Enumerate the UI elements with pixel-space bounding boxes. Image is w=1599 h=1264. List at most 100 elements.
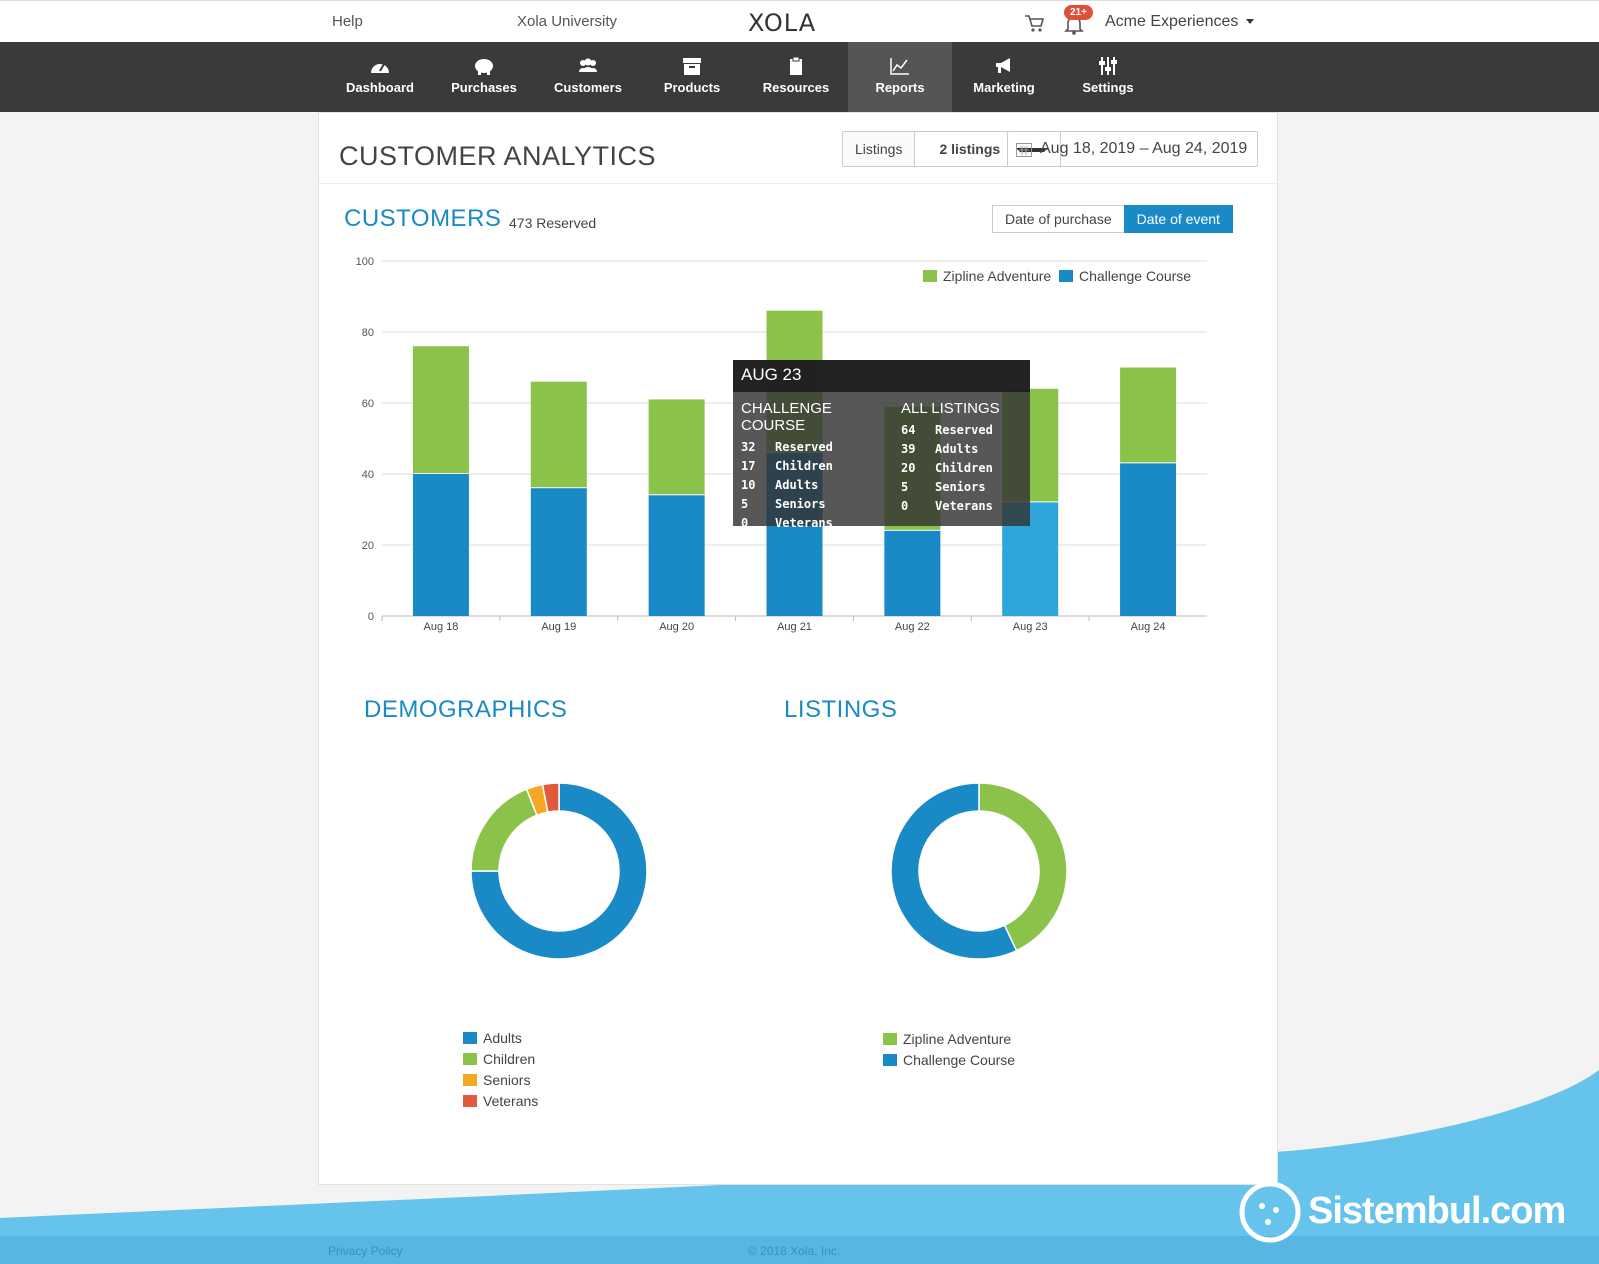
legend-item[interactable]: Veterans bbox=[463, 1093, 538, 1114]
nav-resources[interactable]: Resources bbox=[744, 42, 848, 112]
tooltip-column-challenge: CHALLENGE COURSE 32 Reserved 17 Children 1… bbox=[741, 400, 886, 533]
legend-item[interactable]: Adults bbox=[463, 1030, 538, 1051]
reserved-count: 473 Reserved bbox=[509, 215, 597, 231]
users-icon bbox=[579, 58, 597, 72]
tooltip-count: 39 bbox=[901, 442, 916, 456]
nav-products[interactable]: Products bbox=[640, 42, 744, 112]
nav-purchases[interactable]: Purchases bbox=[432, 42, 536, 112]
date-of-event-button[interactable]: Date of event bbox=[1123, 205, 1233, 233]
x-tick-label: Aug 23 bbox=[1013, 621, 1048, 633]
tooltip-count: 20 bbox=[901, 461, 916, 475]
legend-challenge[interactable]: Challenge Course bbox=[1059, 268, 1191, 284]
tooltip-label: Adults bbox=[775, 478, 819, 492]
copyright-text: © 2018 Xola, Inc. bbox=[748, 1244, 841, 1258]
bar-challenge-course bbox=[884, 530, 941, 616]
nav-label: Resources bbox=[762, 80, 830, 95]
y-tick-label: 40 bbox=[362, 469, 374, 481]
y-tick-label: 20 bbox=[362, 540, 374, 552]
nav-settings[interactable]: Settings bbox=[1056, 42, 1160, 112]
tooltip-count: 5 bbox=[901, 480, 909, 494]
cart-icon[interactable] bbox=[1024, 13, 1046, 33]
tooltip-row: 17 Children bbox=[741, 457, 886, 476]
demographics-donut-chart bbox=[470, 782, 648, 960]
piggy-bank-icon bbox=[475, 59, 493, 75]
bar-zipline-adventure bbox=[412, 346, 469, 473]
tooltip-column-title: CHALLENGE COURSE bbox=[741, 400, 832, 434]
date-range-picker[interactable]: Aug 18, 2019 – Aug 24, 2019 bbox=[1007, 131, 1258, 167]
tooltip-row: 10 Adults bbox=[741, 476, 886, 495]
legend-swatch bbox=[463, 1053, 477, 1065]
nav-label: Products bbox=[663, 80, 721, 95]
slice-zipline-adventure bbox=[978, 782, 1068, 952]
legend-item[interactable]: Zipline Adventure bbox=[883, 1031, 1015, 1052]
notification-badge[interactable]: 21+ bbox=[1064, 5, 1093, 20]
legend-item[interactable]: Challenge Course bbox=[883, 1052, 1015, 1073]
line-chart-icon bbox=[890, 58, 909, 75]
listings-legend: Zipline Adventure Challenge Course bbox=[883, 1031, 1015, 1073]
tooltip-count: 17 bbox=[741, 459, 756, 473]
nav-reports[interactable]: Reports bbox=[848, 42, 952, 112]
dashboard-icon bbox=[371, 63, 389, 73]
slice-challenge-course bbox=[890, 782, 1018, 960]
nav-marketing[interactable]: Marketing bbox=[952, 42, 1056, 112]
nav-dashboard[interactable]: Dashboard bbox=[328, 42, 432, 112]
bar-zipline-adventure bbox=[648, 399, 705, 495]
xola-logo[interactable]: XOLA bbox=[748, 9, 817, 37]
listings-filter[interactable]: Listings 2 listings bbox=[842, 131, 1062, 167]
bar-zipline-adventure bbox=[1120, 367, 1177, 463]
legend-label: Adults bbox=[483, 1030, 522, 1046]
x-tick-label: Aug 20 bbox=[659, 621, 694, 633]
listings-value: 2 listings bbox=[939, 141, 1001, 157]
legend-swatch bbox=[923, 270, 937, 282]
tooltip-label: Reserved bbox=[935, 423, 993, 437]
nav-label: Reports bbox=[875, 80, 925, 95]
y-tick-label: 80 bbox=[362, 327, 374, 339]
help-link[interactable]: Help bbox=[332, 13, 363, 30]
top-bar: Help Xola University XOLA 21+ Acme Exper… bbox=[0, 0, 1599, 42]
nav-label: Dashboard bbox=[346, 80, 414, 95]
y-tick-label: 100 bbox=[356, 256, 374, 268]
tooltip-count: 0 bbox=[741, 516, 749, 530]
customers-title: CUSTOMERS bbox=[344, 205, 502, 232]
bar-challenge-course bbox=[412, 474, 469, 616]
tooltip-label: Veterans bbox=[775, 516, 833, 530]
legend-label: Seniors bbox=[483, 1072, 531, 1088]
legend-swatch bbox=[883, 1054, 897, 1066]
x-tick-label: Aug 19 bbox=[541, 621, 576, 633]
box-icon bbox=[683, 58, 701, 75]
analytics-card: CUSTOMER ANALYTICS Listings 2 listings A… bbox=[318, 112, 1278, 1185]
tooltip-count: 10 bbox=[741, 478, 756, 492]
listings-donut-chart bbox=[890, 782, 1068, 960]
slice-veterans bbox=[541, 782, 560, 813]
legend-swatch bbox=[463, 1074, 477, 1086]
y-tick-label: 0 bbox=[368, 611, 374, 623]
listings-dropdown[interactable]: 2 listings bbox=[915, 132, 1060, 166]
tooltip-count: 5 bbox=[741, 497, 749, 511]
xola-university-link[interactable]: Xola University bbox=[517, 13, 618, 30]
tooltip-label: Children bbox=[775, 459, 833, 473]
legend-item[interactable]: Children bbox=[463, 1051, 538, 1072]
x-tick-label: Aug 24 bbox=[1131, 621, 1166, 633]
chevron-down-icon bbox=[1016, 148, 1049, 153]
calendar-icon bbox=[1016, 143, 1032, 157]
nav-customers[interactable]: Customers bbox=[536, 42, 640, 112]
tooltip-count: 32 bbox=[741, 440, 756, 454]
legend-label: Challenge Course bbox=[903, 1052, 1016, 1068]
watermark: Sistembul.com bbox=[1308, 1190, 1566, 1232]
tooltip-row: 5 Seniors bbox=[741, 495, 886, 514]
legend-item[interactable]: Seniors bbox=[463, 1072, 538, 1093]
megaphone-icon bbox=[996, 58, 1010, 73]
legend-label: Challenge Course bbox=[1079, 268, 1192, 284]
date-of-purchase-button[interactable]: Date of purchase bbox=[992, 205, 1124, 233]
tooltip-row: 32 Reserved bbox=[741, 438, 886, 457]
tooltip-row: 39 Adults bbox=[901, 440, 1046, 459]
legend-swatch bbox=[463, 1032, 477, 1044]
privacy-policy-link[interactable]: Privacy Policy bbox=[328, 1244, 403, 1258]
account-menu[interactable]: Acme Experiences bbox=[1105, 13, 1255, 31]
tooltip-column-title: ALL LISTINGS bbox=[901, 400, 1000, 417]
tooltip-label: Veterans bbox=[935, 499, 993, 513]
legend-zipline[interactable]: Zipline Adventure bbox=[923, 268, 1051, 284]
date-range-value: Aug 18, 2019 – Aug 24, 2019 bbox=[1040, 140, 1248, 157]
demographics-title: DEMOGRAPHICS bbox=[364, 696, 568, 723]
